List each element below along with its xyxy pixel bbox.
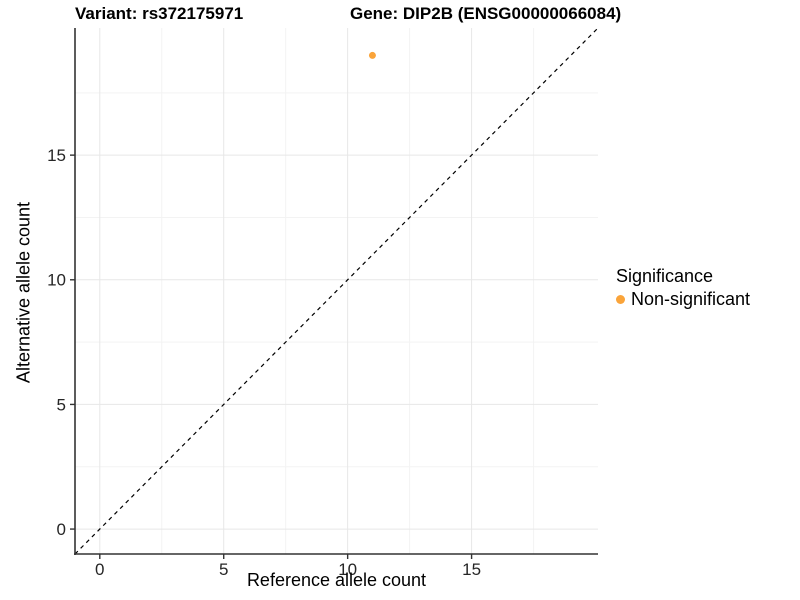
legend: Significance Non-significant — [616, 266, 750, 309]
legend-item-label: Non-significant — [631, 289, 751, 309]
gene-title: Gene: DIP2B (ENSG00000066084) — [350, 4, 622, 23]
y-tick-label: 0 — [57, 520, 66, 539]
x-tick-label: 10 — [338, 560, 357, 579]
y-tick-label: 5 — [57, 395, 66, 414]
legend-title: Significance — [616, 266, 714, 286]
x-tick-label: 5 — [219, 560, 228, 579]
legend-item: Non-significant — [616, 289, 750, 309]
x-axis-label: Reference allele count — [246, 570, 427, 590]
variant-title: Variant: rs372175971 — [75, 4, 244, 23]
x-tick-label: 15 — [462, 560, 481, 579]
identity-line — [74, 27, 599, 555]
x-tick-label: 0 — [95, 560, 104, 579]
y-axis-label: Alternative allele count — [13, 201, 34, 384]
data-point — [368, 51, 376, 59]
y-tick-label: 10 — [47, 271, 66, 290]
legend-point-swatch-icon — [616, 294, 625, 304]
y-tick-label: 15 — [47, 146, 66, 165]
